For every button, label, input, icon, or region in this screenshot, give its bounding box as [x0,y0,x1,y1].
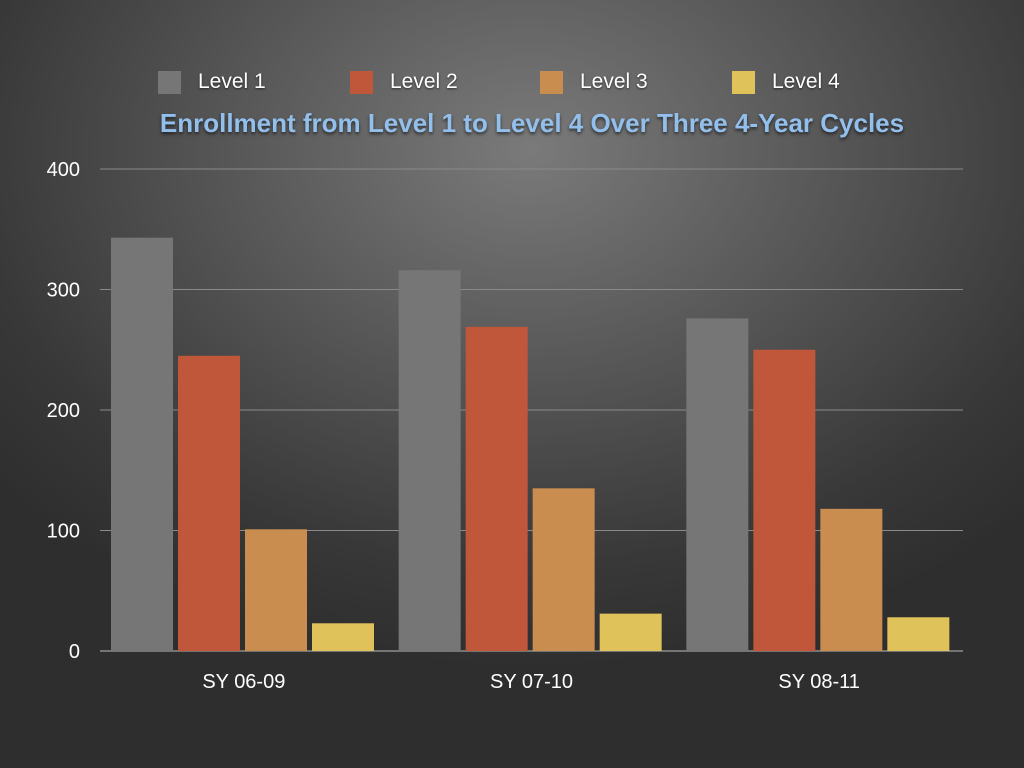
legend-item: Level 2 [350,70,458,94]
bar-level-1 [398,270,461,651]
legend-item: Level 1 [158,70,266,94]
y-tick-label: 400 [47,159,80,181]
bar-level-1 [686,318,749,651]
x-tick-label: SY 06-09 [202,671,285,693]
x-tick-label: SY 08-11 [778,671,860,693]
bar-level-4 [312,623,374,651]
bar-level-3 [245,529,307,651]
legend-item: Level 4 [732,70,840,94]
legend-swatch [350,70,373,94]
legend-label: Level 4 [772,70,840,93]
legend-item: Level 3 [540,70,648,94]
bar-level-1 [111,237,173,651]
legend-label: Level 1 [198,70,266,93]
bar-level-3 [820,508,883,651]
bar-level-4 [599,613,662,651]
legend-swatch [158,70,181,94]
legend-swatch [732,70,755,94]
bar-level-2 [178,355,240,651]
legend-label: Level 3 [580,70,648,93]
legend-swatch [540,70,563,94]
chart-legend: Level 1 Level 2 Level 3 Level 4 [0,70,1024,100]
y-tick-label: 300 [47,280,80,302]
y-tick-label: 0 [69,641,80,663]
y-tick-label: 100 [47,521,80,543]
bar-level-3 [532,488,595,651]
bar-level-2 [753,349,816,651]
y-tick-label: 200 [47,400,80,422]
x-tick-label: SY 07-10 [490,671,573,693]
bar-level-2 [465,326,528,651]
bar-level-4 [887,617,950,651]
chart-title: Enrollment from Level 1 to Level 4 Over … [159,108,905,138]
legend-label: Level 2 [390,70,458,93]
